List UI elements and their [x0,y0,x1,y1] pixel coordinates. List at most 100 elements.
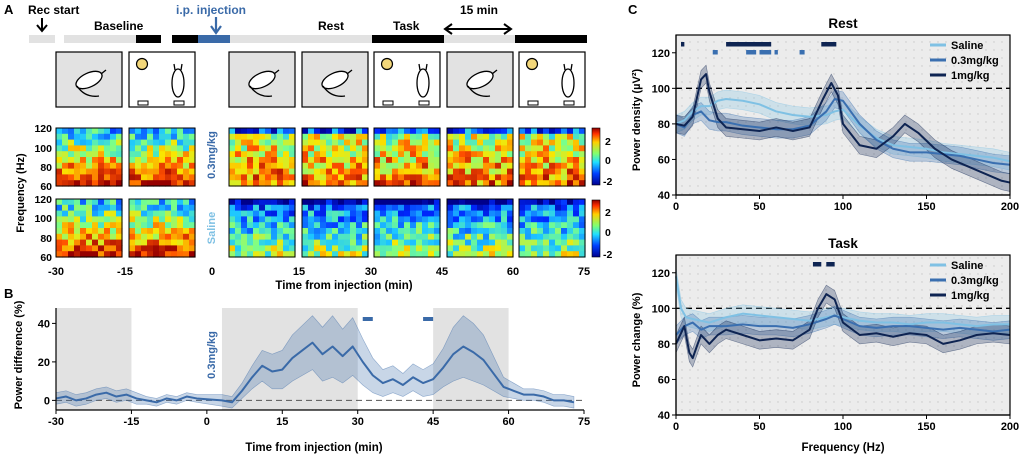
heatmap-cell [537,145,544,152]
heatmap-cell [543,174,550,181]
heatmap-cell [374,145,381,152]
heatmap-cell [289,139,296,146]
heatmap-cell [392,222,399,229]
heatmap-cell [549,180,556,187]
heatmap-cell [56,204,63,212]
heatmap-cell [171,128,178,135]
heatmap-cell [159,199,166,206]
heatmap-cell [271,251,278,258]
heatmap-cell [277,168,284,175]
heatmap-cell [428,139,435,146]
heatmap-cell [171,210,178,217]
heatmap-cell [171,251,178,258]
heatmap-cell [189,151,196,158]
heatmap-cell [253,239,260,246]
heatmap-cell [74,216,81,223]
heatmap-cell [141,168,148,175]
heatmap-cell [235,245,242,252]
heatmap-cell [428,157,435,164]
heatmap-cell [86,128,93,135]
heatmap-cell [386,168,393,175]
heatmap-cell [507,216,514,223]
heatmap-cell [465,168,472,175]
heatmap-cell [374,157,381,164]
heatmap-cell [74,210,81,217]
heatmap-cell [537,239,544,246]
heatmap-cell [259,145,266,152]
injection-label: i.p. injection [176,3,246,17]
heatmap-cell [338,228,345,235]
heatmap-cell [265,251,272,258]
heatmap-cell [277,180,284,187]
timeline-segment [230,35,372,43]
heatmap-cell [326,251,333,258]
y-tick-label: 40 [658,190,670,202]
heatmap-cell [308,128,315,135]
rest-chart-title: Rest [828,16,858,31]
heatmap-cell [344,162,351,170]
heatmap-cell [265,233,272,241]
heatmap-cell [135,157,142,164]
heatmap-cell [283,145,290,152]
heatmap-cell [453,239,460,246]
heatmap-cell [153,162,160,170]
heatmap-cell [259,251,266,258]
heatmap-cell [489,204,496,212]
heatmap-cell [422,222,429,229]
heatmap-cell [531,174,538,181]
heatmap-cell [135,168,142,175]
heatmap-cell [235,233,242,241]
heatmap-cell [501,162,508,170]
heatmap-cell [386,174,393,181]
heatmap-cell [434,139,441,146]
heatmap-cell [98,128,105,135]
heatmap-cell [320,199,327,206]
heatmap-cell [159,239,166,246]
heatmap-cell [495,233,502,241]
heatmap-cell [189,139,196,146]
heatmap-cell [110,168,117,175]
heatmap-cell [135,216,142,223]
heatmap-cell [338,239,345,246]
heatmap-cell [74,162,81,170]
heatmap-cell [68,204,75,212]
heatmap-cell [573,210,580,217]
heatmap-cell [332,233,339,241]
heatmap-cell [416,233,423,241]
heatmap-cell [380,204,387,212]
heatmap-cell [80,199,87,206]
heatmap-cell [98,251,105,258]
heatmap-cell [110,239,117,246]
heatmap-cell [362,251,369,258]
heatmap-cell [110,133,117,141]
heatmap-cell [332,151,339,158]
heatmap-cell [74,204,81,212]
mouse-resting-icon [248,69,280,97]
heatmap-cell [171,216,178,223]
heatmap-cell [356,204,363,212]
heatmap-cell [525,151,532,158]
heatmap-cell [183,233,190,241]
heatmap-cell [283,168,290,175]
timeline-bar [29,35,587,43]
heatmap-cell [92,222,99,229]
heatmap-cell [135,210,142,217]
heatmap-cell [434,180,441,187]
heatmap-cell [183,210,190,217]
heatmap-cell [434,145,441,152]
heatmap-cell [428,174,435,181]
heatmap-cell [561,157,568,164]
heatmap-cell [531,228,538,235]
heatmap-cell [283,210,290,217]
colorbar-tick: 2 [605,136,611,148]
heatmap-cell [92,157,99,164]
heatmap-cell [465,151,472,158]
heatmap-cell [501,139,508,146]
injection-arrow-icon [210,17,222,35]
heatmap-cell [404,133,411,141]
heatmap-cell [422,145,429,152]
heatmap-cell [428,228,435,235]
heatmap-cell [68,245,75,252]
heatmap-cell [453,139,460,146]
heatmap-cell [314,210,321,217]
